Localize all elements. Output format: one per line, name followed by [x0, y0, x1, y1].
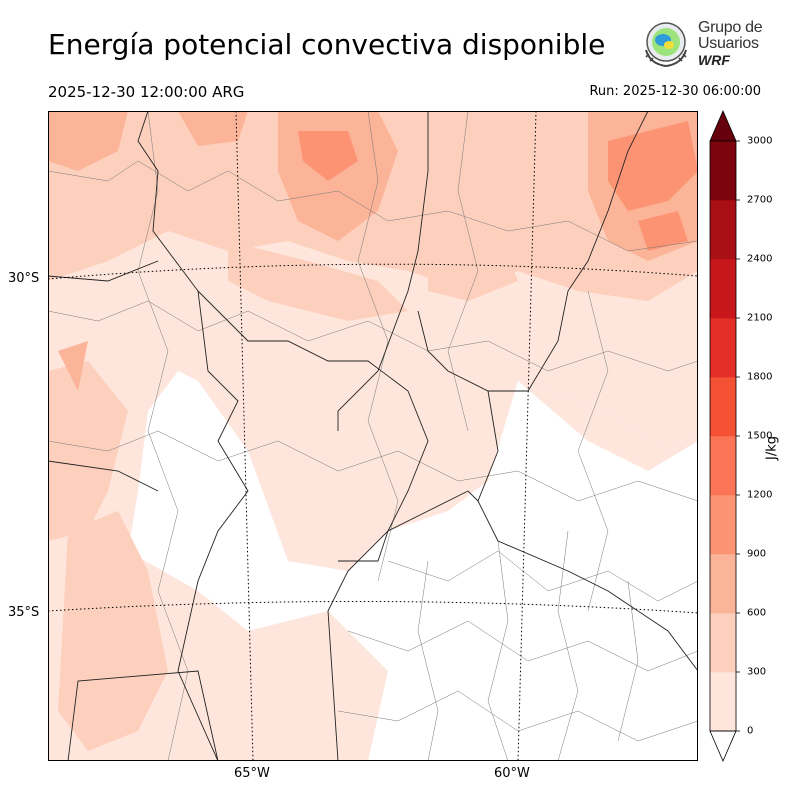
- colorbar-band-2400-2700: [710, 200, 736, 260]
- map-title: Energía potencial convectiva disponible: [48, 28, 606, 61]
- colorbar-extend-under: [709, 730, 737, 763]
- colorbar-tick-label: 300: [747, 666, 767, 678]
- graticule: [48, 111, 698, 761]
- logo: Grupo de Usuarios WRF: [638, 16, 763, 72]
- colorbar-tick-label: 0: [747, 725, 754, 737]
- map-canvas: [48, 111, 698, 761]
- cape-map: [48, 111, 698, 761]
- lat-label-30s: 30°S: [8, 271, 40, 286]
- logo-text-line1: Grupo de: [698, 19, 763, 36]
- wrf-users-group-emblem-icon: [645, 22, 687, 68]
- colorbar-band-300-600: [710, 613, 736, 673]
- colorbar-tick-label: 600: [747, 607, 767, 619]
- colorbar-band-900-1200: [710, 495, 736, 555]
- colorbar-band-1500-1800: [710, 377, 736, 437]
- lon-label-65w: 65°W: [234, 766, 270, 781]
- department-borders: [48, 111, 698, 761]
- logo-text-line2: Usuarios: [698, 35, 759, 52]
- valid-time: 2025-12-30 12:00:00 ARG: [48, 83, 245, 101]
- colorbar-extend-over: [709, 109, 737, 142]
- colorbar-tick-label: 1200: [747, 489, 773, 501]
- colorbar-band-600-900: [710, 554, 736, 614]
- colorbar-band-2700-3000: [710, 141, 736, 201]
- colorbar-tick-label: 2400: [747, 253, 773, 265]
- cape-shading: [48, 111, 698, 761]
- colorbar-scale: [709, 109, 740, 763]
- colorbar-band-0-300: [710, 672, 736, 732]
- province-borders: [48, 111, 698, 761]
- colorbar-tick-label: 1500: [747, 430, 773, 442]
- colorbar-band-1200-1500: [710, 436, 736, 496]
- colorbar-band-2100-2400: [710, 259, 736, 319]
- logo-text-line3: WRF: [698, 52, 730, 68]
- colorbar-tick-label: 2700: [747, 194, 773, 206]
- colorbar-tick-label: 2100: [747, 312, 773, 324]
- colorbar-tick-label: 900: [747, 548, 767, 560]
- lon-label-60w: 60°W: [494, 766, 530, 781]
- colorbar-unit: J/kg: [764, 436, 780, 460]
- colorbar-band-1800-2100: [710, 318, 736, 378]
- run-time: Run: 2025-12-30 06:00:00: [589, 84, 761, 99]
- colorbar: [700, 100, 800, 770]
- colorbar-tick-label: 1800: [747, 371, 773, 383]
- colorbar-tick-label: 3000: [747, 135, 773, 147]
- lat-label-35s: 35°S: [8, 605, 40, 620]
